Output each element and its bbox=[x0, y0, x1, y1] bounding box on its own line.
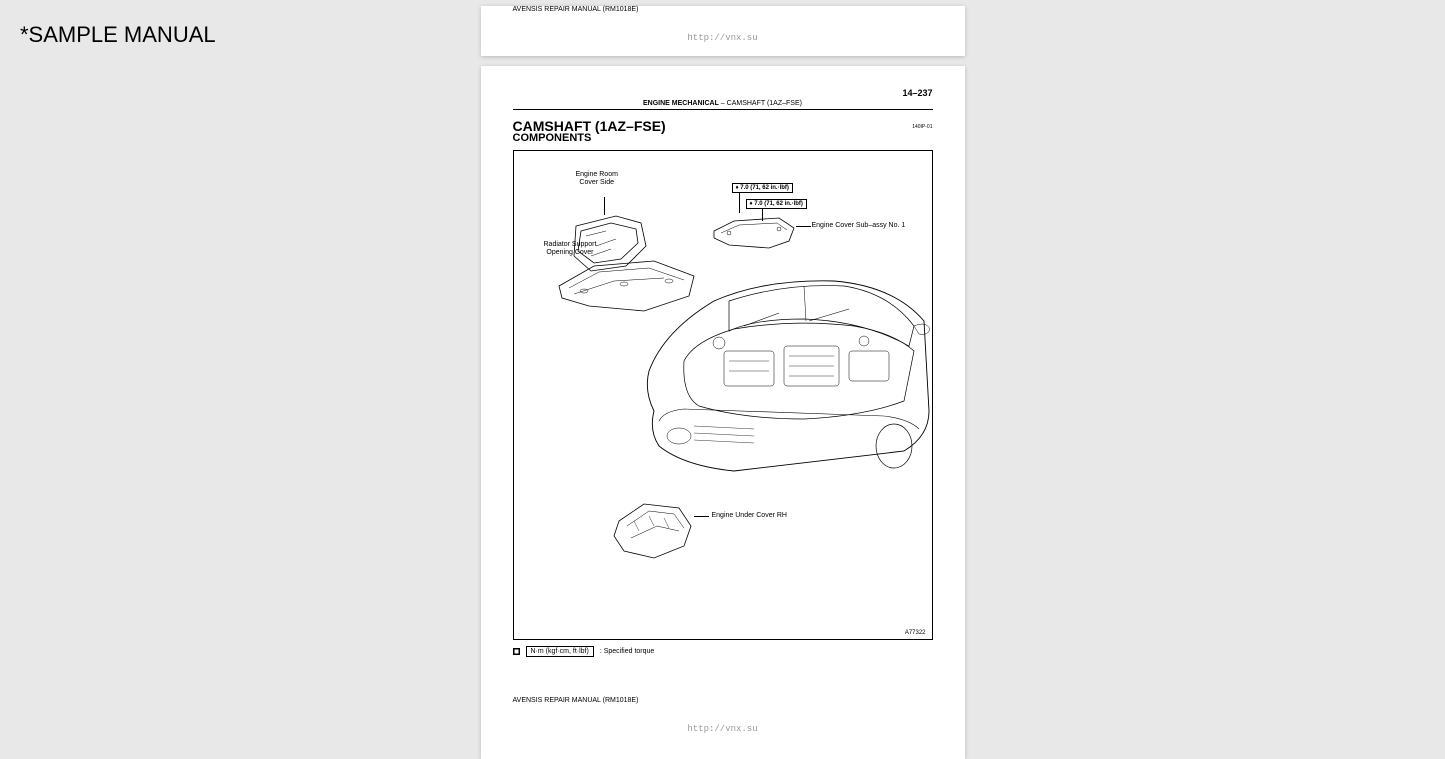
car-illustration bbox=[634, 271, 933, 501]
footer-url: http://vnx.su bbox=[513, 724, 933, 734]
document-pages: AVENSIS REPAIR MANUAL (RM1018E) http://v… bbox=[481, 0, 965, 759]
torque-legend: N·m (kgf·cm, ft·lbf) : Specified torque bbox=[513, 646, 933, 657]
leader-line bbox=[739, 193, 740, 213]
section-header: ENGINE MECHANICAL – CAMSHAFT (1AZ–FSE) bbox=[513, 100, 933, 110]
diagram-reference: A77322 bbox=[905, 630, 926, 636]
manual-page: 14–237 ENGINE MECHANICAL – CAMSHAFT (1AZ… bbox=[481, 66, 965, 759]
legend-box: N·m (kgf·cm, ft·lbf) bbox=[526, 646, 594, 657]
torque-spec-1: ♦ 7.0 (71, 62 in.·lbf) bbox=[732, 183, 793, 193]
torque-spec-2: ♦ 7.0 (71, 62 in.·lbf) bbox=[746, 199, 807, 209]
legend-label: : Specified torque bbox=[600, 648, 654, 655]
manual-footer-text: AVENSIS REPAIR MANUAL (RM1018E) bbox=[513, 697, 933, 704]
page-subtitle: COMPONENTS bbox=[513, 132, 933, 144]
manual-footer-text: AVENSIS REPAIR MANUAL (RM1018E) bbox=[513, 6, 933, 13]
section-header-rest: – CAMSHAFT (1AZ–FSE) bbox=[719, 100, 802, 107]
bullet-icon bbox=[513, 648, 520, 655]
footer-url: http://vnx.su bbox=[513, 33, 933, 43]
part-engine-cover-sub bbox=[709, 213, 799, 253]
section-header-bold: ENGINE MECHANICAL bbox=[643, 100, 719, 107]
label-engine-under-cover: Engine Under Cover RH bbox=[712, 512, 787, 520]
torque-value-1: 7.0 (71, 62 in.·lbf) bbox=[740, 185, 789, 191]
label-engine-room-cover: Engine RoomCover Side bbox=[576, 171, 618, 188]
leader-line bbox=[796, 226, 811, 227]
part-engine-under-cover bbox=[609, 496, 699, 566]
sample-watermark: *SAMPLE MANUAL bbox=[20, 22, 216, 48]
leader-line bbox=[694, 516, 709, 517]
torque-value-2: 7.0 (71, 62 in.·lbf) bbox=[754, 201, 803, 207]
components-diagram: Engine RoomCover Side Radiator SupportOp… bbox=[513, 150, 933, 640]
page-number: 14–237 bbox=[513, 66, 933, 98]
previous-page-footer: AVENSIS REPAIR MANUAL (RM1018E) http://v… bbox=[481, 6, 965, 56]
label-engine-cover-sub: Engine Cover Sub–assy No. 1 bbox=[812, 222, 906, 230]
